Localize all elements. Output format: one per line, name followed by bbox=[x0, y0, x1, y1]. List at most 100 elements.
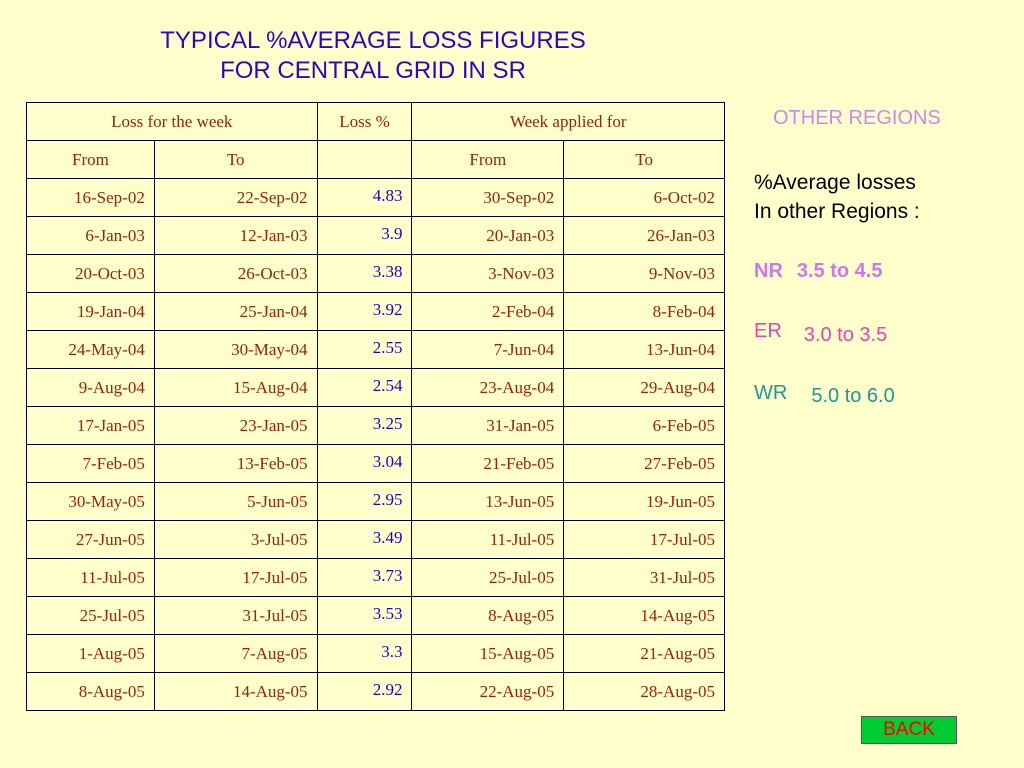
cell-applied-to: 29-Aug-04 bbox=[563, 368, 725, 407]
table-row: 20-Oct-03 26-Oct-03 3.38 3-Nov-03 9-Nov-03 bbox=[26, 254, 725, 293]
cell-loss-from: 11-Jul-05 bbox=[26, 558, 155, 597]
cell-loss-from: 19-Jan-04 bbox=[26, 292, 155, 331]
cell-loss-to: 14-Aug-05 bbox=[153, 672, 318, 711]
cell-loss-pct: 2.54 bbox=[316, 368, 413, 407]
cell-applied-to: 6-Oct-02 bbox=[563, 178, 725, 217]
cell-loss-to: 23-Jan-05 bbox=[153, 406, 318, 445]
region-er-value: 3.0 to 3.5 bbox=[803, 324, 888, 346]
region-wr-value: 5.0 to 6.0 bbox=[811, 385, 895, 407]
table-row: 9-Aug-04 15-Aug-04 2.54 23-Aug-04 29-Aug-04 bbox=[26, 368, 725, 407]
cell-applied-from: 22-Aug-05 bbox=[411, 672, 565, 711]
cell-applied-to: 21-Aug-05 bbox=[563, 634, 725, 673]
cell-applied-to: 31-Jul-05 bbox=[563, 558, 725, 597]
header-applied-from: From bbox=[411, 140, 565, 179]
cell-loss-to: 3-Jul-05 bbox=[153, 520, 318, 559]
header-to: To bbox=[153, 140, 318, 179]
cell-applied-from: 25-Jul-05 bbox=[411, 558, 565, 597]
cell-applied-to: 6-Feb-05 bbox=[563, 406, 725, 445]
cell-loss-to: 30-May-04 bbox=[153, 330, 318, 369]
region-nr-value: 3.5 to 4.5 bbox=[796, 260, 883, 282]
header-loss-pct: Loss % bbox=[316, 102, 413, 141]
cell-applied-to: 28-Aug-05 bbox=[563, 672, 725, 711]
back-button[interactable]: BACK bbox=[861, 716, 957, 744]
title-line-2: FOR CENTRAL GRID IN SR bbox=[220, 57, 526, 84]
cell-loss-pct: 4.83 bbox=[316, 178, 413, 217]
cell-applied-from: 8-Aug-05 bbox=[411, 596, 565, 635]
loss-table: Loss for the week Loss % Week applied fo… bbox=[26, 102, 725, 711]
cell-loss-pct: 3.53 bbox=[316, 596, 413, 635]
average-losses-text: %Average losses In other Regions : bbox=[754, 168, 920, 226]
table-row: 8-Aug-05 14-Aug-05 2.92 22-Aug-05 28-Aug-05 bbox=[26, 672, 725, 711]
cell-applied-from: 31-Jan-05 bbox=[411, 406, 565, 445]
cell-loss-to: 5-Jun-05 bbox=[153, 482, 318, 521]
table-row: 27-Jun-05 3-Jul-05 3.49 11-Jul-05 17-Jul-05 bbox=[26, 520, 725, 559]
cell-loss-from: 1-Aug-05 bbox=[26, 634, 155, 673]
region-wr-label: WR bbox=[754, 382, 788, 404]
cell-loss-pct: 3.92 bbox=[316, 292, 413, 331]
region-er: ER 3.0 to 3.5 bbox=[754, 320, 887, 346]
cell-loss-from: 24-May-04 bbox=[26, 330, 155, 369]
cell-loss-pct: 3.38 bbox=[316, 254, 413, 293]
cell-loss-from: 9-Aug-04 bbox=[26, 368, 155, 407]
table-row: 16-Sep-02 22-Sep-02 4.83 30-Sep-02 6-Oct-02 bbox=[26, 178, 725, 217]
cell-loss-from: 25-Jul-05 bbox=[26, 596, 155, 635]
header-row-2: From To From To bbox=[26, 140, 725, 179]
cell-loss-from: 16-Sep-02 bbox=[26, 178, 155, 217]
table-row: 7-Feb-05 13-Feb-05 3.04 21-Feb-05 27-Feb-05 bbox=[26, 444, 725, 483]
header-row-1: Loss for the week Loss % Week applied fo… bbox=[26, 102, 725, 141]
cell-loss-from: 17-Jan-05 bbox=[26, 406, 155, 445]
cell-loss-from: 30-May-05 bbox=[26, 482, 155, 521]
cell-loss-from: 27-Jun-05 bbox=[26, 520, 155, 559]
cell-applied-to: 27-Feb-05 bbox=[563, 444, 725, 483]
header-applied-to: To bbox=[563, 140, 725, 179]
title-line-1: TYPICAL %AVERAGE LOSS FIGURES bbox=[160, 27, 586, 54]
cell-loss-to: 31-Jul-05 bbox=[153, 596, 318, 635]
cell-loss-to: 17-Jul-05 bbox=[153, 558, 318, 597]
cell-loss-pct: 2.55 bbox=[316, 330, 413, 369]
cell-loss-pct: 3.04 bbox=[316, 444, 413, 483]
table-row: 11-Jul-05 17-Jul-05 3.73 25-Jul-05 31-Jul-05 bbox=[26, 558, 725, 597]
cell-applied-from: 21-Feb-05 bbox=[411, 444, 565, 483]
cell-loss-pct: 2.95 bbox=[316, 482, 413, 521]
region-nr: NR 3.5 to 4.5 bbox=[754, 260, 883, 283]
header-week-applied: Week applied for bbox=[411, 102, 725, 141]
cell-applied-to: 17-Jul-05 bbox=[563, 520, 725, 559]
region-wr: WR 5.0 to 6.0 bbox=[754, 382, 895, 407]
cell-loss-to: 12-Jan-03 bbox=[153, 216, 318, 255]
cell-applied-from: 7-Jun-04 bbox=[411, 330, 565, 369]
cell-applied-to: 9-Nov-03 bbox=[563, 254, 725, 293]
cell-loss-pct: 2.92 bbox=[316, 672, 413, 711]
cell-applied-to: 13-Jun-04 bbox=[563, 330, 725, 369]
page-title: TYPICAL %AVERAGE LOSS FIGURES FOR CENTRA… bbox=[0, 26, 746, 86]
header-blank bbox=[316, 140, 413, 179]
cell-loss-from: 20-Oct-03 bbox=[26, 254, 155, 293]
cell-loss-pct: 3.73 bbox=[316, 558, 413, 597]
cell-loss-to: 25-Jan-04 bbox=[153, 292, 318, 331]
header-from: From bbox=[26, 140, 155, 179]
table-row: 24-May-04 30-May-04 2.55 7-Jun-04 13-Jun-04 bbox=[26, 330, 725, 369]
table-row: 6-Jan-03 12-Jan-03 3.9 20-Jan-03 26-Jan-03 bbox=[26, 216, 725, 255]
loss-table-body: 16-Sep-02 22-Sep-02 4.83 30-Sep-02 6-Oct-02 6… bbox=[26, 178, 725, 711]
cell-applied-to: 14-Aug-05 bbox=[563, 596, 725, 635]
cell-loss-pct: 3.49 bbox=[316, 520, 413, 559]
table-row: 25-Jul-05 31-Jul-05 3.53 8-Aug-05 14-Aug-05 bbox=[26, 596, 725, 635]
cell-loss-pct: 3.9 bbox=[316, 216, 413, 255]
cell-applied-to: 8-Feb-04 bbox=[563, 292, 725, 331]
region-nr-label: NR bbox=[754, 260, 783, 282]
cell-loss-from: 7-Feb-05 bbox=[26, 444, 155, 483]
cell-applied-from: 2-Feb-04 bbox=[411, 292, 565, 331]
cell-applied-from: 11-Jul-05 bbox=[411, 520, 565, 559]
average-losses-line-2: In other Regions : bbox=[754, 200, 920, 223]
cell-loss-to: 15-Aug-04 bbox=[153, 368, 318, 407]
table-row: 17-Jan-05 23-Jan-05 3.25 31-Jan-05 6-Feb-05 bbox=[26, 406, 725, 445]
cell-applied-from: 15-Aug-05 bbox=[411, 634, 565, 673]
other-regions-title: OTHER REGIONS bbox=[773, 107, 941, 129]
table-row: 1-Aug-05 7-Aug-05 3.3 15-Aug-05 21-Aug-05 bbox=[26, 634, 725, 673]
cell-loss-pct: 3.25 bbox=[316, 406, 413, 445]
cell-loss-to: 13-Feb-05 bbox=[153, 444, 318, 483]
cell-loss-from: 8-Aug-05 bbox=[26, 672, 155, 711]
region-er-label: ER bbox=[754, 320, 782, 342]
cell-applied-to: 19-Jun-05 bbox=[563, 482, 725, 521]
cell-applied-from: 30-Sep-02 bbox=[411, 178, 565, 217]
header-loss-for-week: Loss for the week bbox=[26, 102, 318, 141]
